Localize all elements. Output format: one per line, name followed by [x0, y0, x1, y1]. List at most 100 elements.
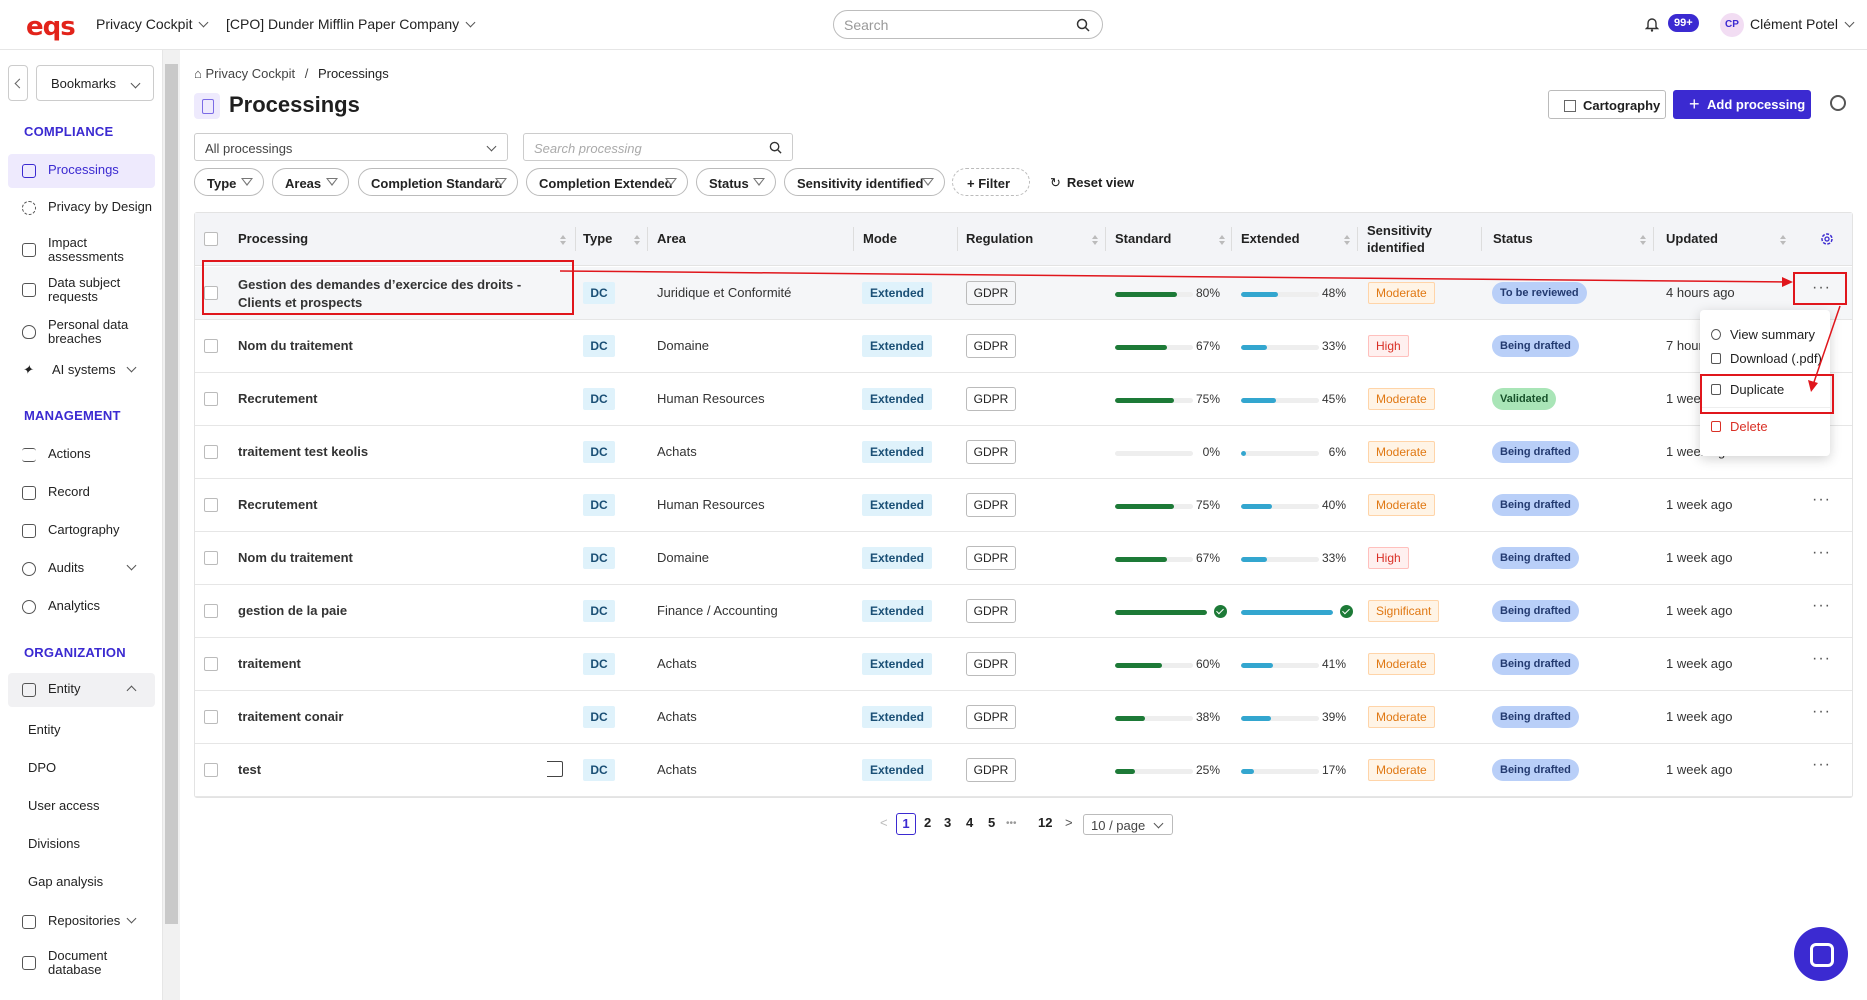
breadcrumb-root[interactable]: Privacy Cockpit — [205, 66, 296, 81]
sidebar-subitem-gap-analysis[interactable]: Gap analysis — [28, 874, 104, 889]
row-checkbox[interactable] — [204, 339, 218, 353]
row-actions-button[interactable]: ··· — [1812, 703, 1831, 720]
processing-name[interactable]: Nom du traitement — [238, 550, 353, 565]
table-row[interactable]: test DC Achats Extended GDPR 25% 17% Moderate Be… — [195, 744, 1852, 797]
sort-icon[interactable] — [1092, 235, 1098, 245]
column-header-extended[interactable]: Extended — [1241, 231, 1300, 246]
product-switcher[interactable]: Privacy Cockpit — [96, 16, 209, 32]
processing-name[interactable]: traitement conair — [238, 709, 344, 724]
next-page-button[interactable]: > — [1065, 815, 1073, 830]
sidebar-subitem-dpo[interactable]: DPO — [28, 760, 57, 775]
row-checkbox[interactable] — [204, 498, 218, 512]
processing-name[interactable]: traitement — [238, 656, 301, 671]
eqs-logo[interactable]: eqs — [26, 12, 76, 42]
row-actions-button[interactable]: ··· — [1812, 491, 1831, 508]
scrollbar-thumb[interactable] — [165, 64, 178, 924]
filter-chip-completion-standard[interactable]: Completion Standard — [358, 168, 518, 196]
page-size-select[interactable]: 10 / page — [1083, 814, 1173, 835]
filter-chip-type[interactable]: Type — [194, 168, 264, 196]
sidebar-item-ai-systems[interactable]: ✦ AI systems — [8, 354, 155, 388]
column-header-type[interactable]: Type — [583, 231, 613, 246]
page-3-button[interactable]: 3 — [944, 815, 952, 830]
sidebar-item-data-subject-requests[interactable]: Data subject requests — [8, 273, 155, 307]
help-chat-icon[interactable] — [1794, 927, 1848, 981]
sidebar-subitem-entity[interactable]: Entity — [28, 722, 61, 737]
row-actions-button[interactable]: ··· — [1812, 756, 1831, 773]
sidebar-item-privacy-by-design[interactable]: Privacy by Design — [8, 191, 155, 225]
column-header-area[interactable]: Area — [657, 231, 686, 246]
sort-icon[interactable] — [634, 235, 640, 245]
column-header-sensitivity[interactable]: Sensitivity identified — [1367, 223, 1433, 255]
cartography-button[interactable]: Cartography — [1548, 90, 1666, 119]
table-row[interactable]: traitement DC Achats Extended GDPR 60% 41% Mode… — [195, 638, 1852, 691]
reset-view-button[interactable]: Reset view — [1050, 175, 1134, 191]
view-select[interactable]: All processings — [194, 133, 508, 161]
column-header-mode[interactable]: Mode — [863, 231, 897, 246]
sidebar-item-analytics[interactable]: Analytics — [8, 590, 155, 624]
collapse-sidebar-button[interactable] — [8, 65, 28, 101]
sidebar-item-personal-data-breaches[interactable]: Personal data breaches — [8, 315, 155, 349]
global-search-input[interactable]: Search — [833, 10, 1103, 39]
processing-name[interactable]: Nom du traitement — [238, 338, 353, 353]
menu-item-delete[interactable]: Delete — [1700, 413, 1830, 439]
row-checkbox[interactable] — [204, 604, 218, 618]
row-checkbox[interactable] — [204, 763, 218, 777]
filter-chip-completion-extended[interactable]: Completion Extended — [526, 168, 688, 196]
processing-name[interactable]: test — [238, 762, 262, 777]
page-4-button[interactable]: 4 — [966, 815, 974, 830]
menu-item-download-pdf[interactable]: Download (.pdf) — [1700, 345, 1830, 371]
page-5-button[interactable]: 5 — [988, 815, 996, 830]
bell-icon[interactable] — [1645, 16, 1659, 32]
row-checkbox[interactable] — [204, 445, 218, 459]
column-settings-gear-icon[interactable] — [1820, 232, 1834, 246]
table-row[interactable]: Nom du traitement DC Domaine Extended GDPR 67… — [195, 532, 1852, 585]
page-12-button[interactable]: 12 — [1038, 815, 1053, 830]
row-actions-button[interactable]: ··· — [1812, 544, 1831, 561]
filter-chip-sensitivity[interactable]: Sensitivity identified — [784, 168, 945, 196]
menu-item-duplicate[interactable]: Duplicate — [1700, 376, 1830, 402]
row-checkbox[interactable] — [204, 551, 218, 565]
sort-icon[interactable] — [560, 235, 566, 245]
row-checkbox[interactable] — [204, 710, 218, 724]
company-switcher[interactable]: [CPO] Dunder Mifflin Paper Company — [226, 16, 476, 32]
sidebar-subitem-divisions[interactable]: Divisions — [28, 836, 81, 851]
sidebar-item-record[interactable]: Record — [8, 476, 155, 510]
bookmarks-dropdown[interactable]: Bookmarks — [36, 65, 154, 101]
row-actions-button[interactable]: ··· — [1812, 650, 1831, 667]
user-menu[interactable]: Clément Potel — [1750, 16, 1855, 32]
page-1-button[interactable]: 1 — [896, 813, 916, 835]
row-checkbox[interactable] — [204, 657, 218, 671]
sort-icon[interactable] — [1344, 235, 1350, 245]
pagination-ellipsis[interactable]: ••• — [1006, 818, 1017, 829]
avatar[interactable]: CP — [1720, 13, 1744, 37]
prev-page-button[interactable]: < — [880, 815, 888, 830]
row-actions-button[interactable]: ··· — [1812, 597, 1831, 614]
table-row[interactable]: Recrutement DC Human Resources Extended GDPR… — [195, 373, 1852, 426]
sign-in-icon[interactable] — [547, 761, 563, 777]
column-header-status[interactable]: Status — [1493, 231, 1533, 246]
column-header-standard[interactable]: Standard — [1115, 231, 1172, 246]
sidebar-subitem-user-access[interactable]: User access — [28, 798, 100, 813]
column-header-regulation[interactable]: Regulation — [966, 231, 1034, 246]
gear-icon[interactable] — [1830, 95, 1846, 111]
table-row[interactable]: traitement conair DC Achats Extended GDPR 38%… — [195, 691, 1852, 744]
row-actions-button[interactable]: ··· — [1812, 279, 1831, 296]
filter-chip-areas[interactable]: Areas — [272, 168, 349, 196]
column-header-processing[interactable]: Processing — [238, 231, 309, 246]
sidebar-item-processings[interactable]: Processings — [8, 154, 155, 188]
processing-name[interactable]: Gestion des demandes d’exercice des droi… — [238, 277, 522, 310]
processing-name[interactable]: traitement test keolis — [238, 444, 369, 459]
filter-chip-status[interactable]: Status — [696, 168, 776, 196]
sidebar-item-repositories[interactable]: Repositories — [8, 905, 155, 939]
add-processing-button[interactable]: Add processing — [1673, 90, 1811, 119]
select-all-checkbox[interactable] — [204, 232, 218, 246]
sidebar-item-impact-assessments[interactable]: Impact assessments — [8, 233, 155, 267]
row-checkbox[interactable] — [204, 392, 218, 406]
add-filter-button[interactable]: + Filter — [952, 168, 1030, 196]
table-row[interactable]: gestion de la paie DC Finance / Accounting… — [195, 585, 1852, 638]
page-2-button[interactable]: 2 — [924, 815, 932, 830]
processing-name[interactable]: Recrutement — [238, 391, 318, 406]
menu-item-view-summary[interactable]: View summary — [1700, 321, 1830, 347]
sidebar-item-cartography[interactable]: Cartography — [8, 514, 155, 548]
sidebar-item-audits[interactable]: Audits — [8, 552, 155, 586]
